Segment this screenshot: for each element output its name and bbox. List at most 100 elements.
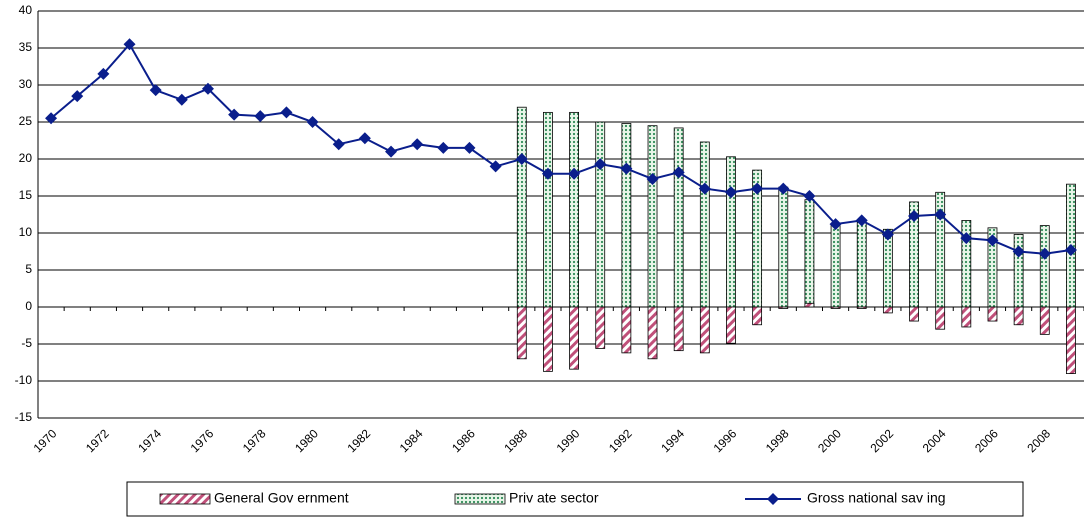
- bar: [673, 306, 684, 352]
- y-tick-label: 5: [25, 262, 32, 276]
- marker: [411, 138, 424, 151]
- legend-box: [126, 481, 1024, 517]
- y-tick-label: 30: [19, 77, 33, 91]
- x-tick-label: 2002: [867, 426, 896, 455]
- bar: [961, 306, 972, 328]
- y-tick-label: 10: [19, 225, 33, 239]
- marker: [175, 93, 188, 106]
- x-tick-label: 1994: [658, 426, 687, 455]
- legend-label: General Gov ernment: [214, 490, 349, 506]
- bar: [856, 221, 867, 308]
- legend-swatch: [767, 493, 779, 505]
- bar: [752, 306, 763, 326]
- x-tick-label: 2004: [920, 426, 949, 455]
- marker: [358, 132, 371, 145]
- bar: [569, 111, 579, 308]
- marker: [855, 214, 868, 227]
- marker: [541, 167, 554, 180]
- bar: [1013, 234, 1024, 308]
- marker: [71, 90, 84, 103]
- bar: [516, 106, 527, 308]
- bar: [569, 306, 579, 370]
- x-tick-label: 2000: [815, 426, 844, 455]
- bar: [909, 306, 919, 322]
- marker: [986, 234, 999, 247]
- marker: [45, 112, 58, 125]
- marker: [829, 218, 842, 231]
- y-tick-label: 40: [19, 3, 33, 17]
- marker: [724, 186, 737, 199]
- marker: [777, 182, 790, 195]
- marker: [463, 141, 476, 154]
- x-tick-label: 1996: [711, 426, 740, 455]
- marker: [672, 166, 685, 179]
- bar: [595, 121, 606, 308]
- marker: [332, 138, 345, 151]
- bar: [1013, 306, 1024, 326]
- bar: [621, 123, 632, 308]
- marker: [698, 182, 711, 195]
- bar: [647, 306, 658, 360]
- y-tick-label: 15: [19, 188, 33, 202]
- y-tick-label: 25: [19, 114, 33, 128]
- bar: [935, 306, 946, 330]
- x-tick-label: 1990: [554, 426, 583, 455]
- x-tick-label: 1986: [449, 426, 478, 455]
- x-tick-label: 1980: [292, 426, 321, 455]
- x-tick-label: 1992: [606, 426, 635, 455]
- y-tick-label: -10: [15, 373, 33, 387]
- legend-swatch: [454, 493, 506, 505]
- bar: [726, 156, 736, 308]
- marker: [306, 116, 319, 128]
- bar: [543, 111, 553, 308]
- legend-label: Priv ate sector: [509, 490, 599, 506]
- x-tick-label: 1978: [240, 426, 269, 455]
- bar: [882, 306, 893, 314]
- bar: [882, 228, 893, 308]
- marker: [620, 162, 633, 175]
- marker: [568, 167, 581, 180]
- marker: [149, 84, 162, 97]
- marker: [960, 232, 973, 245]
- bar: [1066, 306, 1076, 374]
- marker: [385, 145, 398, 158]
- marker: [751, 182, 764, 195]
- marker: [123, 38, 136, 51]
- legend-label: Gross national sav ing: [807, 490, 946, 506]
- y-tick-label: -15: [15, 410, 33, 424]
- marker: [97, 67, 110, 80]
- x-tick-label: 1972: [83, 426, 112, 455]
- y-tick-label: 35: [19, 40, 33, 54]
- marker: [1012, 245, 1025, 258]
- bar: [987, 306, 998, 322]
- x-tick-label: 1998: [763, 426, 792, 455]
- bar: [543, 306, 553, 372]
- bar: [595, 306, 606, 349]
- x-tick-label: 1984: [397, 426, 426, 455]
- legend: General Gov ernment Priv ate sector Gross …: [126, 481, 1024, 517]
- x-tick-label: 1970: [31, 426, 60, 455]
- marker: [1064, 244, 1077, 257]
- marker: [515, 153, 528, 165]
- x-tick-label: 1976: [188, 426, 217, 455]
- bar: [726, 306, 736, 344]
- marker: [594, 158, 607, 171]
- bar: [699, 141, 710, 308]
- x-tick-label: 2008: [1024, 426, 1053, 455]
- x-tick-label: 1988: [501, 426, 530, 455]
- bar: [1039, 306, 1050, 335]
- marker: [803, 190, 816, 202]
- bar: [516, 306, 527, 360]
- bar: [830, 306, 841, 309]
- bar: [830, 225, 841, 308]
- y-tick-label: 0: [25, 299, 32, 313]
- marker: [254, 110, 267, 123]
- x-tick-label: 1974: [135, 426, 164, 455]
- marker: [437, 141, 450, 154]
- marker: [280, 106, 293, 119]
- bar: [673, 127, 684, 308]
- bar: [647, 125, 658, 308]
- marker: [228, 108, 241, 121]
- marker: [489, 160, 502, 173]
- y-tick-label: -5: [21, 336, 32, 350]
